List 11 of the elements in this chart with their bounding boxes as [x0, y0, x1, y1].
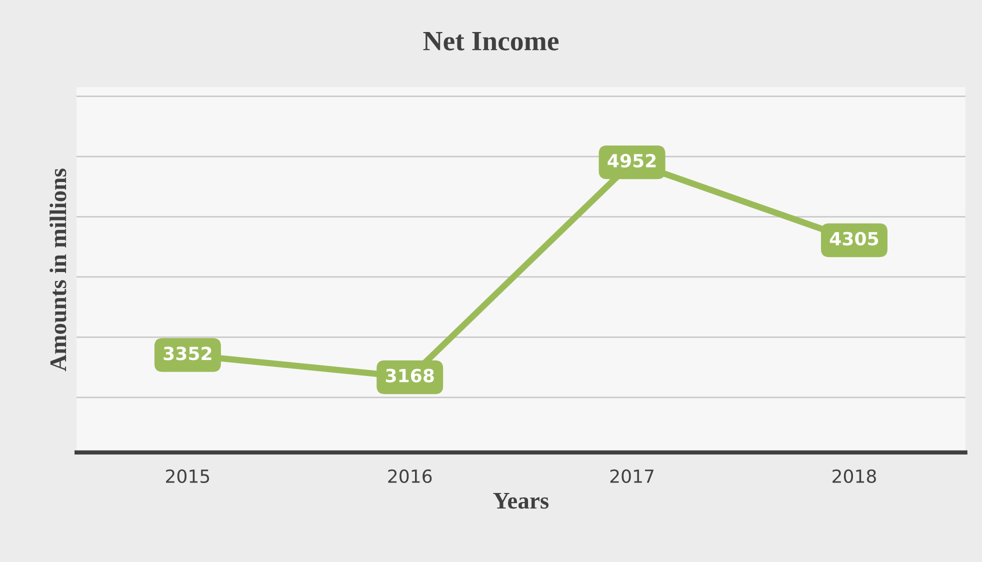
- x-tick-label: 2017: [610, 469, 654, 484]
- x-tick-label: 2015: [166, 469, 210, 484]
- data-label: 4305: [830, 232, 878, 246]
- x-tick-label: 2018: [832, 469, 876, 484]
- y-axis-title: Amounts in millions: [50, 168, 66, 372]
- data-label: 4952: [608, 154, 656, 168]
- data-label: 3352: [164, 346, 212, 360]
- data-label: 3168: [386, 368, 434, 382]
- x-axis-title: Years: [493, 493, 549, 509]
- chart-title: Net Income: [423, 32, 559, 50]
- x-tick-label: 2016: [388, 469, 432, 484]
